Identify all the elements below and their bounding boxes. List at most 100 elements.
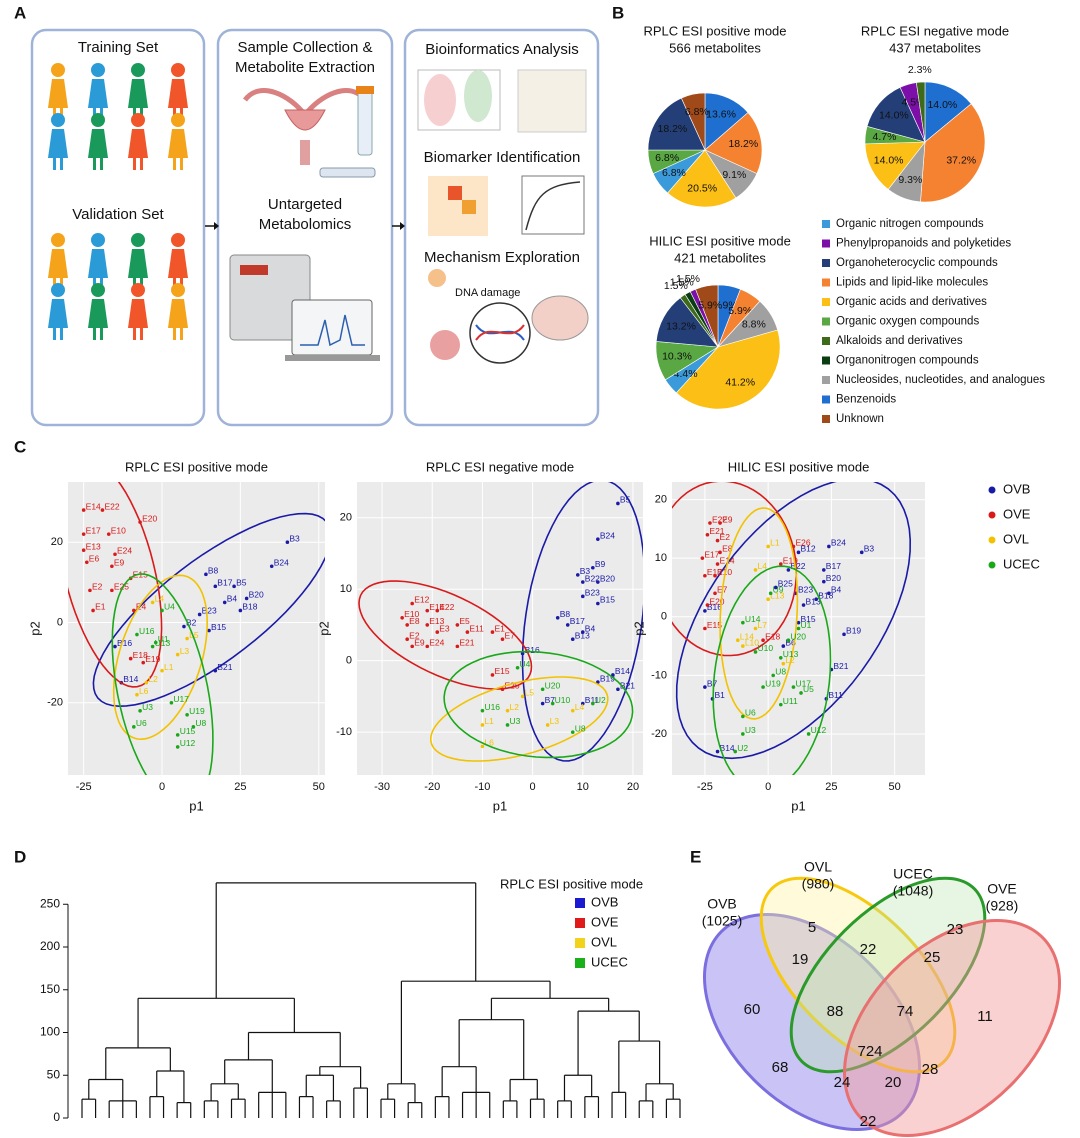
y-tick-label: 20 (51, 536, 63, 548)
point (110, 564, 114, 569)
point (705, 532, 710, 537)
confidence-ellipse (430, 676, 609, 762)
point (150, 600, 155, 605)
box (403, 28, 600, 427)
point (540, 701, 545, 706)
point (741, 732, 745, 736)
point (570, 637, 575, 642)
point (735, 638, 740, 643)
point-label: L1 (164, 662, 174, 672)
point (771, 673, 775, 678)
point-label: E2 (409, 630, 420, 640)
point (455, 623, 460, 627)
point-label: L5 (189, 630, 199, 640)
point (796, 626, 801, 631)
illustration (428, 176, 488, 236)
point (425, 608, 430, 613)
confidence-ellipse (68, 482, 163, 688)
legend-marker (988, 511, 996, 519)
x-axis-label: p1 (189, 798, 203, 813)
venn-count: 74 (897, 1003, 914, 1020)
point-label: E1 (494, 623, 505, 633)
venn-set-count: (928) (986, 898, 1019, 914)
illustration (229, 254, 311, 341)
illustration (300, 140, 310, 165)
point-label: B18 (242, 602, 257, 612)
x-tick-label: 25 (825, 781, 837, 793)
person-icon (48, 249, 68, 278)
point (480, 708, 485, 713)
point (135, 632, 139, 637)
point (773, 585, 778, 590)
pie-label: 9.3% (898, 174, 922, 186)
point-label: E18 (765, 631, 780, 641)
pie-slice (916, 81, 926, 143)
point (500, 687, 505, 692)
legend-label: Lipids and lipid-like molecules (836, 277, 988, 289)
legend-label: Phenylpropanoids and polyketides (836, 238, 1011, 250)
x-tick-label: 20 (627, 781, 639, 793)
y-tick-label: 50 (47, 1067, 61, 1081)
illustration (284, 109, 326, 131)
point (81, 548, 86, 553)
point (778, 562, 783, 566)
point-label: L2 (148, 674, 158, 684)
point-label: U8 (195, 718, 206, 728)
point-label: U15 (180, 726, 196, 736)
illustration (517, 69, 587, 133)
point (505, 708, 510, 713)
point (520, 651, 525, 656)
point-label: B7 (545, 695, 556, 705)
legend-swatch (822, 337, 830, 345)
point-label: U4 (520, 659, 531, 669)
point (596, 580, 600, 584)
person-icon (128, 299, 148, 328)
point-label: E13 (429, 616, 444, 626)
point-label: B3 (289, 533, 300, 543)
point-label: E14 (429, 602, 444, 612)
point-label: B4 (227, 594, 238, 604)
person-icon (133, 328, 136, 340)
legend-label: Organic nitrogen compounds (836, 218, 984, 230)
pie-slice (667, 149, 737, 208)
point-label: E13 (86, 541, 101, 551)
point (191, 725, 196, 729)
confidence-ellipse (112, 574, 209, 741)
point-label: U3 (745, 725, 756, 735)
venn-set-name: OVB (707, 896, 737, 912)
point (596, 537, 600, 541)
pie-label: 18.2% (728, 138, 758, 150)
point-label: E5 (459, 616, 470, 626)
person-icon (48, 79, 68, 108)
point-label: U2 (737, 743, 748, 753)
pie-label: 10.3% (662, 351, 692, 363)
person-icon (100, 328, 103, 340)
legend-swatch (575, 958, 585, 968)
point (213, 668, 218, 673)
point (160, 608, 164, 613)
pie-label: 37.2% (946, 155, 976, 167)
panel-letter: B (612, 3, 624, 22)
y-tick-label: 0 (57, 616, 63, 628)
point (81, 508, 86, 512)
point (570, 730, 575, 734)
point-label: B11 (828, 690, 843, 700)
person-icon (131, 283, 145, 297)
box (30, 28, 206, 427)
illustration (525, 181, 581, 231)
venn-count: 68 (772, 1059, 789, 1076)
point-label: E2 (92, 582, 103, 592)
point-label: B7 (707, 678, 718, 688)
person-icon (171, 63, 185, 77)
point-label: L10 (745, 637, 759, 647)
person-icon (140, 158, 143, 170)
point-label: B3 (864, 544, 875, 554)
point (580, 701, 585, 706)
illustration (475, 324, 525, 341)
label: Metabolomics (259, 216, 352, 233)
pie-label: 1.5% (670, 276, 694, 288)
pie-label: 4.7% (873, 131, 897, 143)
point (175, 733, 180, 737)
point (741, 714, 745, 719)
